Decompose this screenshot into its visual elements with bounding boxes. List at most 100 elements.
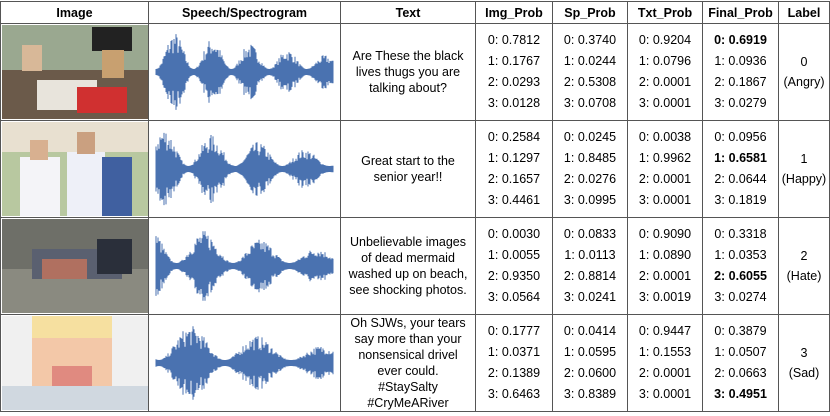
column-header: Img_Prob bbox=[475, 1, 553, 24]
label-id: 3 bbox=[800, 346, 808, 360]
table-row: Are These the black lives thugs you are … bbox=[0, 23, 830, 121]
waveform bbox=[155, 34, 333, 110]
waveform-cell bbox=[148, 217, 341, 315]
img-prob-cell: 0: 0.0030 1: 0.0055 2: 0.9350 3: 0.0564 bbox=[475, 217, 553, 315]
label-name: (Hate) bbox=[786, 269, 822, 283]
probability: 0: 0.3740 bbox=[563, 33, 617, 47]
probability: 0: 0.9204 bbox=[638, 33, 692, 47]
probability: 2: 0.5308 bbox=[563, 75, 617, 89]
probability: 3: 0.6463 bbox=[487, 387, 541, 401]
label-id: 2 bbox=[800, 249, 808, 263]
waveform-path bbox=[155, 326, 333, 400]
image-cell bbox=[0, 120, 149, 218]
probability: 1: 0.1767 bbox=[487, 54, 541, 68]
probability: 2: 0.0600 bbox=[563, 366, 617, 380]
image-cell bbox=[0, 314, 149, 412]
photo-shape bbox=[76, 132, 95, 154]
probability: 0: 0.0833 bbox=[563, 227, 617, 241]
photo-shape bbox=[96, 239, 132, 274]
photo-shape bbox=[31, 316, 112, 338]
sp-prob-cell: 0: 0.0245 1: 0.8485 2: 0.0276 3: 0.0995 bbox=[552, 120, 628, 218]
label-id: 0 bbox=[800, 55, 808, 69]
probability: 0: 0.3879 bbox=[714, 324, 767, 338]
text-cell: Unbelievable images of dead mermaid wash… bbox=[340, 217, 476, 315]
waveform-path bbox=[155, 132, 333, 206]
text-cell: Are These the black lives thugs you are … bbox=[340, 23, 476, 121]
photo bbox=[1, 25, 148, 119]
probability: 1: 0.8485 bbox=[563, 151, 617, 165]
text-cell: Great start to the senior year!! bbox=[340, 120, 476, 218]
probability: 2: 0.1657 bbox=[487, 172, 541, 186]
probability: 0: 0.0038 bbox=[638, 130, 692, 144]
probability: 3: 0.0128 bbox=[487, 96, 541, 110]
final-prob-cell: 0: 0.6919 1: 0.0936 2: 0.1867 3: 0.0279 bbox=[702, 23, 779, 121]
photo-shape bbox=[1, 122, 148, 152]
probability: 0: 0.9090 bbox=[638, 227, 692, 241]
photo-shape bbox=[76, 87, 127, 113]
probability: 0: 0.1777 bbox=[487, 324, 541, 338]
label-name: (Angry) bbox=[783, 75, 825, 89]
probability: 3: 0.0019 bbox=[638, 290, 692, 304]
column-header: Label bbox=[778, 1, 830, 24]
probability: 1: 0.0055 bbox=[487, 248, 541, 262]
photo-shape bbox=[21, 45, 42, 71]
label-cell: 3 (Sad) bbox=[778, 314, 830, 412]
probability: 3: 0.0001 bbox=[638, 96, 692, 110]
probability: 1: 0.0796 bbox=[638, 54, 692, 68]
probability: 1: 0.0507 bbox=[714, 345, 767, 359]
photo bbox=[1, 122, 148, 216]
probability: 0: 0.0030 bbox=[487, 227, 541, 241]
probability: 2: 0.0644 bbox=[714, 172, 767, 186]
probability: 2: 0.1389 bbox=[487, 366, 541, 380]
probability: 0: 0.0414 bbox=[563, 324, 617, 338]
waveform bbox=[155, 231, 333, 301]
probability: 1: 0.0595 bbox=[563, 345, 617, 359]
probability: 2: 0.0293 bbox=[487, 75, 541, 89]
column-header: Txt_Prob bbox=[627, 1, 703, 24]
probability: 0: 0.0245 bbox=[563, 130, 617, 144]
waveform-path bbox=[155, 231, 333, 301]
waveform-cell bbox=[148, 120, 341, 218]
column-header: Image bbox=[0, 1, 149, 24]
waveform-cell bbox=[148, 23, 341, 121]
final-prob-cell: 0: 0.3318 1: 0.0353 2: 0.6055 3: 0.0274 bbox=[702, 217, 779, 315]
probability: 2: 0.9350 bbox=[487, 269, 541, 283]
photo-shape bbox=[101, 50, 124, 78]
label-cell: 2 (Hate) bbox=[778, 217, 830, 315]
probability: 1: 0.9962 bbox=[638, 151, 692, 165]
probability: 1: 0.1297 bbox=[487, 151, 541, 165]
label-name: (Happy) bbox=[781, 172, 827, 186]
probability: 2: 0.0001 bbox=[638, 172, 692, 186]
waveform-cell bbox=[148, 314, 341, 412]
probability: 1: 0.0936 bbox=[714, 54, 767, 68]
probability: 1: 0.0353 bbox=[714, 248, 767, 262]
waveform bbox=[155, 132, 333, 206]
photo bbox=[1, 219, 148, 313]
probability: 3: 0.0241 bbox=[563, 290, 617, 304]
probability: 3: 0.1819 bbox=[714, 193, 767, 207]
waveform-path bbox=[155, 34, 333, 110]
photo-shape bbox=[41, 259, 87, 279]
probability: 3: 0.0001 bbox=[638, 387, 692, 401]
probability: 1: 0.0113 bbox=[564, 248, 616, 262]
probability: 2: 0.8814 bbox=[563, 269, 617, 283]
probability: 3: 0.8389 bbox=[563, 387, 617, 401]
label-name: (Sad) bbox=[788, 366, 820, 380]
probability: 1: 0.1553 bbox=[638, 345, 692, 359]
probability: 3: 0.0995 bbox=[563, 193, 617, 207]
img-prob-cell: 0: 0.2584 1: 0.1297 2: 0.1657 3: 0.4461 bbox=[475, 120, 553, 218]
image-cell bbox=[0, 23, 149, 121]
final-prob-cell: 0: 0.3879 1: 0.0507 2: 0.0663 3: 0.4951 bbox=[702, 314, 779, 412]
label-cell: 0 (Angry) bbox=[778, 23, 830, 121]
text-cell: Oh SJWs, your tears say more than your n… bbox=[340, 314, 476, 412]
image-cell bbox=[0, 217, 149, 315]
table-row: Great start to the senior year!! 0: 0.258… bbox=[0, 120, 830, 218]
probability: 3: 0.0708 bbox=[563, 96, 617, 110]
waveform bbox=[155, 326, 333, 400]
probability: 1: 0.0371 bbox=[487, 345, 541, 359]
probability: 0: 0.7812 bbox=[487, 33, 541, 47]
probability: 2: 0.0001 bbox=[638, 75, 692, 89]
probability: 1: 0.0890 bbox=[638, 248, 692, 262]
